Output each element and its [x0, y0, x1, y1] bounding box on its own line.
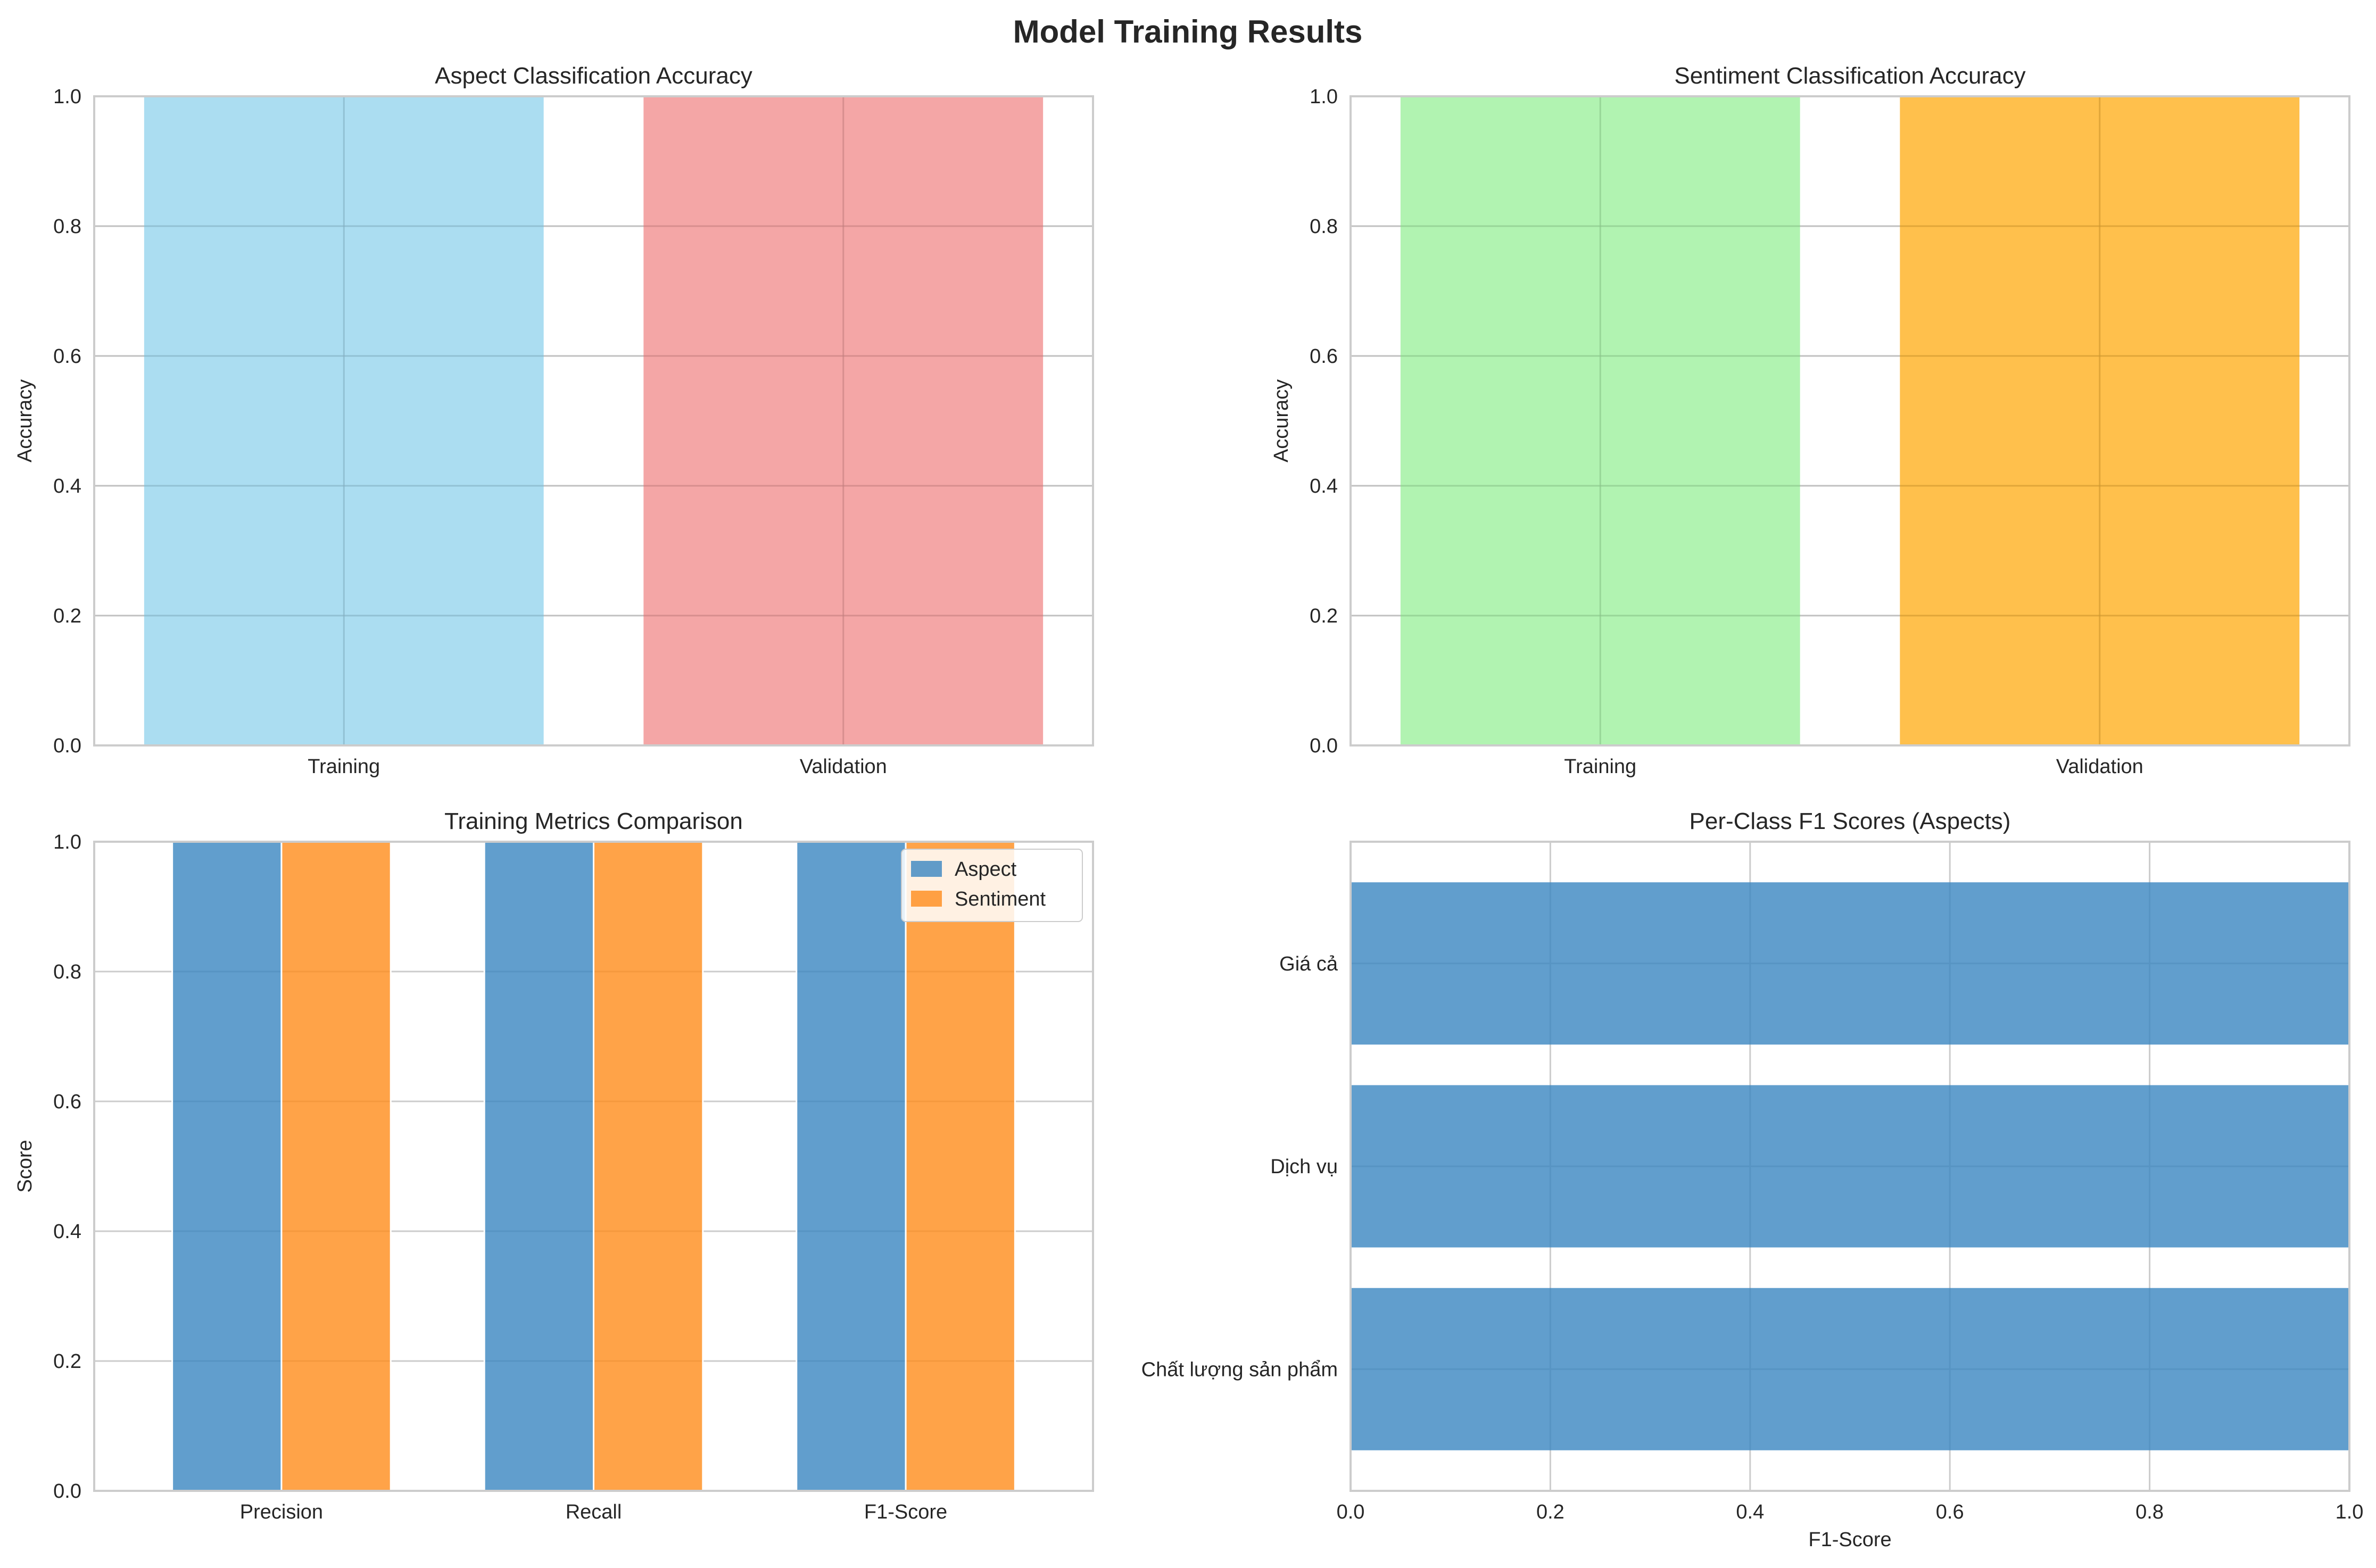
plot-frame — [93, 95, 1094, 746]
bar-sentiment-1 — [280, 841, 392, 1492]
y-tick-label: 0.2 — [1310, 605, 1338, 627]
y-tick-label: 1.0 — [1310, 86, 1338, 108]
bar-2 — [643, 96, 1044, 745]
x-axis-label: F1-Score — [1808, 1529, 1891, 1551]
chart-3: Training Metrics Comparison 0.0 0.2 0.4 0.6 0… — [14, 808, 1094, 1523]
x-tick-label: 0.8 — [2135, 1501, 2164, 1523]
legend-swatch-1 — [911, 861, 942, 877]
figure-title: Model Training Results — [1013, 14, 1363, 49]
x-tick-label: Validation — [800, 756, 887, 778]
y-axis-label: Score — [14, 1140, 36, 1192]
y-tick-label: 0.4 — [53, 1221, 81, 1243]
chart-title: Sentiment Classification Accuracy — [1674, 63, 2025, 89]
legend: Aspect Sentiment — [901, 849, 1083, 922]
bar-1 — [1351, 1288, 2349, 1450]
y-tick-label: 0.6 — [1310, 345, 1338, 368]
x-tick-label: Precision — [240, 1501, 323, 1523]
x-tick-label: 0.6 — [1936, 1501, 1964, 1523]
y-tick-label: 0.8 — [53, 215, 81, 238]
y-tick-label: Dịch vụ — [1270, 1156, 1338, 1178]
y-tick-label: 0.8 — [1310, 215, 1338, 238]
y-tick-label: 1.0 — [53, 831, 81, 853]
bars — [1351, 882, 2349, 1450]
bar-sentiment-3 — [905, 841, 1016, 1492]
y-tick-label: 0.4 — [1310, 475, 1338, 497]
y-tick-label: 0.2 — [53, 605, 81, 627]
bar-aspect-3 — [796, 841, 907, 1492]
y-tick-label: 0.6 — [53, 345, 81, 368]
x-tick-label: Training — [1564, 756, 1636, 778]
plot-frame — [1350, 95, 2350, 746]
x-tick-label: 0.2 — [1536, 1501, 1564, 1523]
legend-swatch-2 — [911, 891, 942, 907]
y-axis-label: Accuracy — [14, 379, 36, 462]
bar-aspect-2 — [483, 841, 594, 1492]
bar-1 — [144, 96, 544, 745]
bar-aspect-1 — [171, 841, 283, 1492]
y-tick-label: 0.0 — [53, 735, 81, 757]
plot-frame — [93, 841, 1094, 1492]
x-tick-label: 1.0 — [2336, 1501, 2364, 1523]
legend-label-2: Sentiment — [955, 888, 1046, 910]
plot-frame — [1350, 841, 2350, 1492]
chart-2: Sentiment Classification Accuracy 0.0 0.2 0… — [1270, 63, 2350, 778]
bar-sentiment-2 — [593, 841, 704, 1492]
y-axis-label: Accuracy — [1270, 379, 1293, 462]
y-tick-label: Giá cả — [1279, 953, 1338, 975]
y-tick-label: 0.2 — [53, 1350, 81, 1373]
x-tick-label: Recall — [566, 1501, 622, 1523]
chart-title: Training Metrics Comparison — [444, 808, 743, 834]
chart-4: Per-Class F1 Scores (Aspects) 0.0 0.2 0.4 0.… — [1141, 808, 2364, 1551]
bar-3 — [1351, 882, 2349, 1045]
bars — [94, 95, 1093, 746]
chart-title: Per-Class F1 Scores (Aspects) — [1690, 808, 2011, 834]
bar-2 — [1351, 1085, 2349, 1248]
chart-title: Aspect Classification Accuracy — [435, 63, 752, 89]
y-tick-label: 0.0 — [1310, 735, 1338, 757]
y-tick-label: 0.4 — [53, 475, 81, 497]
legend-label-1: Aspect — [955, 858, 1017, 881]
charts-root: Aspect Classification Accuracy 0.0 0.2 0.4 0… — [14, 63, 2363, 1551]
bar-2 — [1900, 96, 2300, 745]
x-tick-label: Training — [308, 756, 380, 778]
y-tick-label: Chất lượng sản phẩm — [1141, 1358, 1338, 1381]
chart-1: Aspect Classification Accuracy 0.0 0.2 0.4 0… — [14, 63, 1094, 778]
legend-box — [901, 849, 1083, 922]
bars — [1351, 95, 2349, 746]
x-tick-label: Validation — [2056, 756, 2143, 778]
bars — [171, 841, 1016, 1492]
x-tick-label: 0.4 — [1736, 1501, 1764, 1523]
y-tick-label: 0.0 — [53, 1480, 81, 1503]
y-tick-label: 0.8 — [53, 961, 81, 983]
x-tick-label: 0.0 — [1337, 1501, 1365, 1523]
bar-1 — [1400, 96, 1800, 745]
x-tick-label: F1-Score — [864, 1501, 947, 1523]
y-tick-label: 1.0 — [53, 86, 81, 108]
y-tick-label: 0.6 — [53, 1091, 81, 1113]
